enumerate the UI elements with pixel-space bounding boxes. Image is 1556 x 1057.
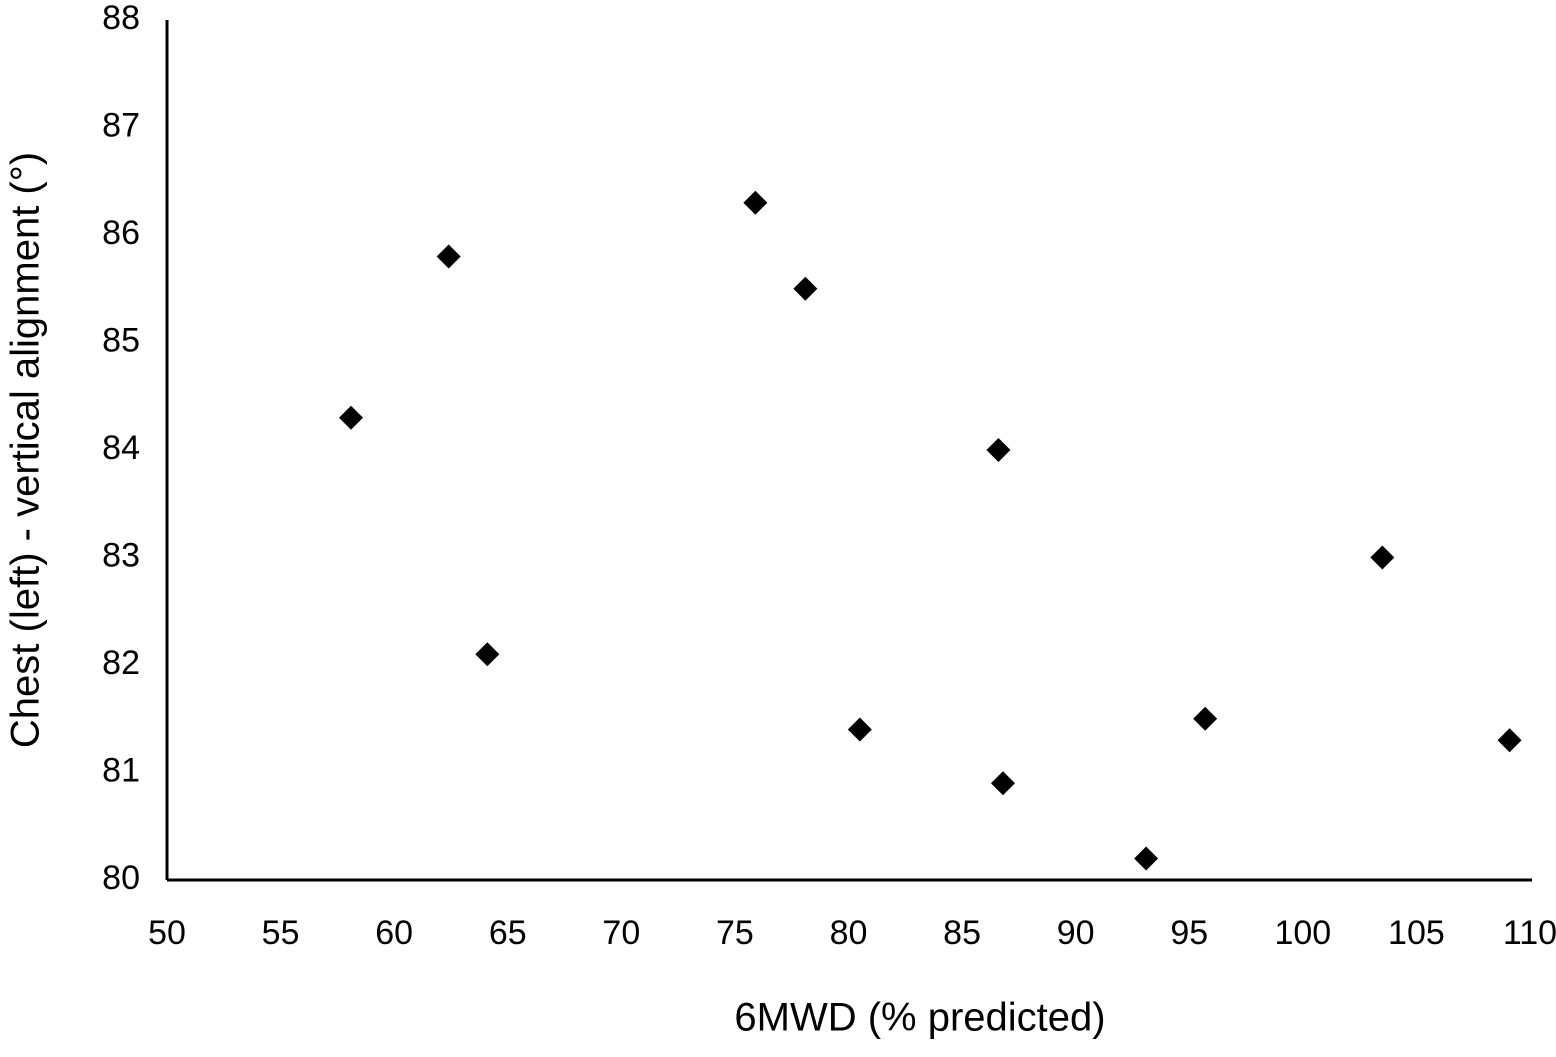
data-point	[986, 438, 1011, 462]
x-tick-label: 70	[602, 914, 640, 952]
y-tick-label: 84	[102, 429, 140, 467]
data-point	[1134, 846, 1159, 871]
x-tick-label: 65	[489, 914, 527, 952]
y-tick-label: 81	[102, 751, 140, 789]
y-tick-label: 83	[102, 536, 140, 574]
y-tick-label: 86	[102, 214, 140, 252]
x-tick-label: 105	[1388, 914, 1445, 952]
y-tick-label: 88	[102, 0, 140, 37]
data-point	[793, 276, 818, 301]
x-tick-label: 75	[716, 914, 754, 952]
data-point	[339, 405, 364, 430]
x-tick-label: 95	[1170, 914, 1208, 952]
data-point	[436, 244, 461, 269]
data-point	[743, 190, 768, 215]
data-point	[847, 717, 872, 742]
y-tick-label: 82	[102, 644, 140, 682]
x-tick-label: 55	[262, 914, 300, 952]
y-tick-label: 80	[102, 859, 140, 897]
data-point	[1497, 728, 1522, 753]
x-axis-label: 6MWD (% predicted)	[734, 996, 1105, 1040]
data-point	[990, 771, 1015, 796]
data-point	[1370, 545, 1395, 570]
y-axis-label: Chest (left) - vertical alignment (°)	[4, 152, 48, 748]
x-tick-label: 85	[943, 914, 981, 952]
y-tick-label: 87	[102, 106, 140, 144]
y-tick-label: 85	[102, 321, 140, 359]
x-tick-label: 60	[375, 914, 413, 952]
x-tick-label: 80	[830, 914, 868, 952]
x-tick-label: 110	[1503, 914, 1556, 952]
x-tick-label: 50	[148, 914, 186, 952]
x-tick-label: 100	[1274, 914, 1331, 952]
data-point	[475, 642, 500, 667]
x-tick-label: 90	[1057, 914, 1095, 952]
data-point	[1193, 706, 1218, 731]
